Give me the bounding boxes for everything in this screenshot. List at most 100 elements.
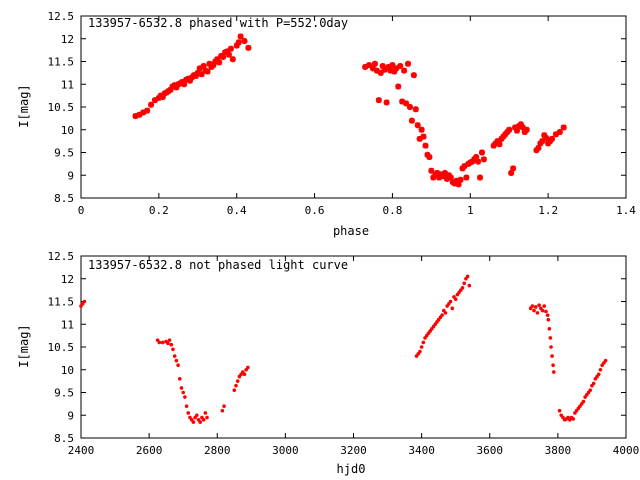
- data-point: [551, 363, 555, 368]
- data-point: [183, 395, 187, 399]
- data-point: [205, 415, 209, 420]
- data-point: [200, 63, 207, 70]
- unphased-light-curve-panel: 133957-6532.8 not phased light curve hjd…: [17, 250, 639, 476]
- data-point: [204, 68, 211, 75]
- data-point: [462, 281, 467, 286]
- unphased-x-tick-label: 2600: [136, 444, 163, 457]
- data-point: [191, 420, 196, 424]
- data-point: [543, 134, 550, 141]
- data-point: [393, 65, 400, 72]
- data-point: [478, 149, 485, 156]
- data-point: [177, 377, 182, 381]
- data-point: [443, 311, 448, 315]
- data-point: [169, 342, 174, 347]
- data-point: [530, 304, 535, 308]
- data-point: [535, 144, 542, 151]
- data-point: [560, 124, 567, 131]
- unphased-x-tick-label: 3400: [408, 444, 435, 457]
- data-point: [506, 126, 513, 133]
- unphased-y-tick-label: 9: [67, 409, 74, 422]
- data-point: [418, 349, 422, 354]
- data-point: [540, 308, 545, 313]
- data-point: [508, 169, 515, 176]
- data-point: [571, 417, 576, 421]
- unphased-x-tick-label: 3000: [272, 444, 299, 457]
- data-point: [419, 345, 424, 349]
- unphased-x-tick-label: 4000: [613, 444, 640, 457]
- data-point: [405, 60, 411, 67]
- data-point: [533, 305, 538, 309]
- data-point: [548, 336, 553, 340]
- data-point: [195, 413, 199, 418]
- phased-y-tick-label: 11: [61, 78, 74, 91]
- data-point: [455, 181, 462, 188]
- data-point: [451, 180, 458, 187]
- data-point: [159, 93, 166, 100]
- data-point: [375, 97, 382, 104]
- unphased-y-tick-label: 11: [61, 318, 74, 331]
- data-point: [581, 399, 586, 404]
- data-point: [477, 174, 484, 181]
- unphased-y-tick-label: 9.5: [54, 387, 74, 400]
- data-point: [557, 408, 562, 413]
- data-point: [242, 372, 247, 377]
- data-point: [140, 109, 147, 116]
- data-point: [186, 411, 191, 415]
- data-point: [225, 51, 232, 58]
- data-point: [420, 133, 427, 140]
- data-point: [519, 124, 526, 131]
- data-point: [222, 404, 226, 408]
- phased-panel-title: 133957-6532.8 phased with P=552.0day: [88, 16, 348, 30]
- data-point: [591, 381, 596, 386]
- data-point: [440, 173, 447, 180]
- phased-y-tick-label: 9.5: [54, 147, 74, 160]
- data-point: [546, 317, 551, 322]
- data-point: [167, 86, 174, 93]
- data-point: [399, 98, 406, 105]
- data-point: [167, 338, 172, 342]
- data-point: [406, 104, 413, 110]
- data-point: [379, 63, 386, 70]
- data-point: [416, 135, 423, 142]
- data-point: [461, 163, 468, 170]
- data-point: [241, 38, 248, 45]
- data-point: [535, 311, 540, 315]
- data-point: [166, 341, 170, 346]
- data-point: [428, 167, 435, 174]
- data-point: [440, 313, 444, 317]
- data-point: [467, 283, 472, 288]
- data-point: [545, 313, 550, 317]
- data-point: [160, 340, 165, 345]
- data-point: [383, 99, 390, 106]
- phased-x-tick-label: 0.6: [305, 204, 325, 217]
- data-point: [184, 404, 189, 408]
- data-point: [148, 101, 155, 108]
- data-point: [410, 72, 417, 79]
- data-point: [447, 174, 454, 181]
- data-point: [473, 154, 480, 161]
- data-point: [494, 138, 501, 145]
- data-point: [203, 411, 208, 415]
- phased-y-tick-label: 10: [61, 124, 74, 137]
- data-point: [381, 66, 388, 73]
- data-point: [510, 165, 517, 172]
- data-point: [539, 138, 546, 145]
- data-point: [475, 158, 482, 165]
- data-point: [373, 67, 380, 74]
- phased-x-tick-label: 1: [467, 204, 474, 217]
- data-point: [552, 131, 559, 138]
- data-point: [463, 174, 470, 181]
- unphased-x-tick-label: 3200: [340, 444, 367, 457]
- data-point: [401, 67, 408, 74]
- phased-x-tick-label: 0.4: [227, 204, 247, 217]
- phased-y-tick-label: 8.5: [54, 192, 74, 205]
- data-point: [229, 56, 236, 63]
- data-point: [480, 156, 487, 163]
- data-point: [448, 299, 453, 304]
- data-point: [132, 113, 139, 120]
- data-point: [187, 77, 193, 84]
- data-point: [514, 127, 520, 134]
- phased-y-tick-label: 12: [61, 33, 74, 46]
- unphased-y-tick-label: 8.5: [54, 432, 74, 445]
